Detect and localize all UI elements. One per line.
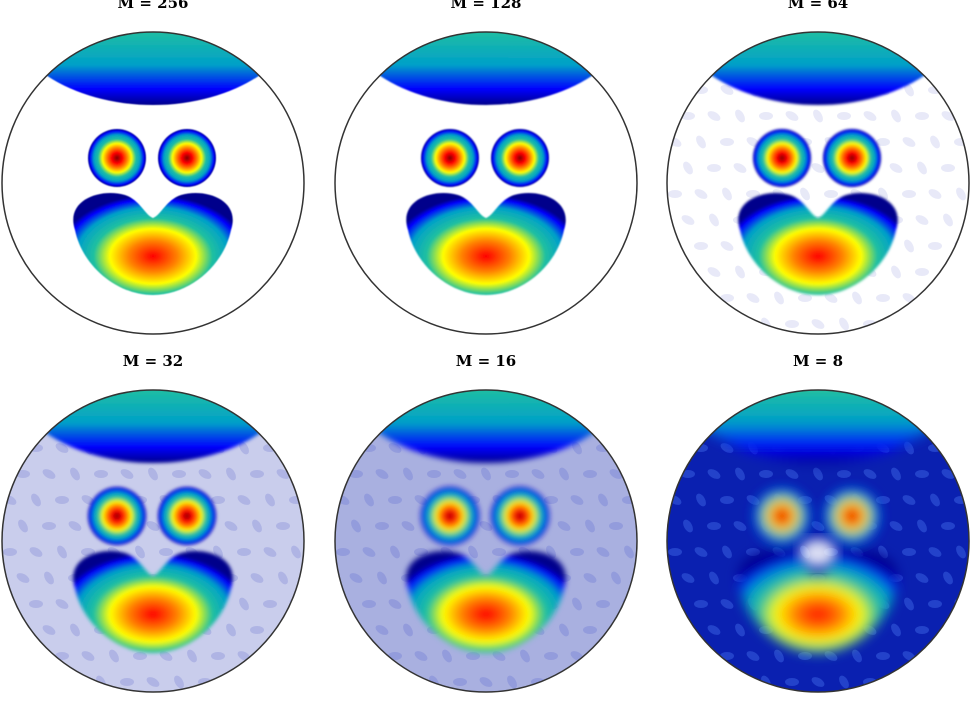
density-disc — [334, 389, 638, 693]
density-disc — [1, 389, 305, 693]
panel-m8: M = 8 — [665, 352, 971, 702]
panel-title: M = 128 — [450, 0, 522, 12]
density-disc — [666, 31, 970, 335]
panel-title: M = 256 — [117, 0, 189, 12]
panel-title: M = 8 — [792, 352, 844, 370]
density-disc — [666, 389, 970, 693]
panel-m64: M = 64 — [665, 0, 971, 344]
panel-title: M = 64 — [787, 0, 849, 12]
density-disc — [334, 31, 638, 335]
panel-m16: M = 16 — [333, 352, 639, 702]
density-disc — [1, 31, 305, 335]
panel-title: M = 32 — [122, 352, 184, 370]
panel-title: M = 16 — [455, 352, 517, 370]
panel-m32: M = 32 — [0, 352, 306, 702]
panel-m256: M = 256 — [0, 0, 306, 344]
panel-m128: M = 128 — [333, 0, 639, 344]
